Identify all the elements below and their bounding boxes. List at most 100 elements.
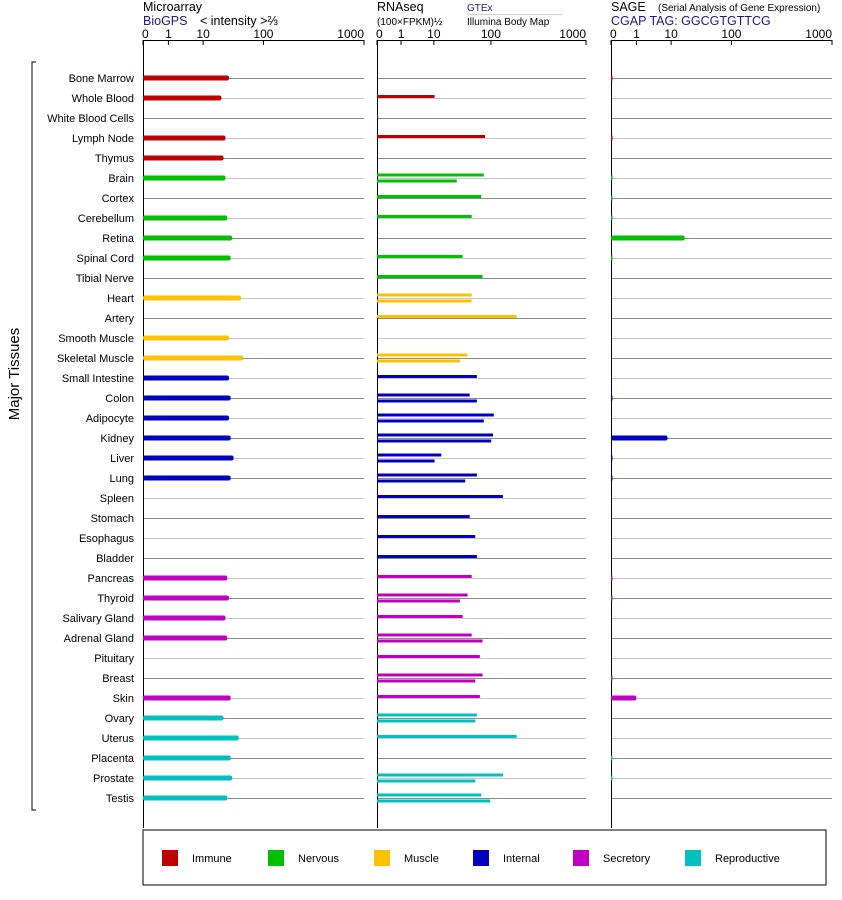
microarray-bar xyxy=(143,75,230,81)
rnaseq-bar xyxy=(377,439,492,443)
rnaseq-bar xyxy=(377,633,472,637)
microarray-bar xyxy=(143,355,244,361)
tissue-label: Liver xyxy=(110,453,134,465)
legend-label: Reproductive xyxy=(715,853,780,865)
tissue-label: Adrenal Gland xyxy=(64,633,134,645)
sage-bar xyxy=(611,455,613,461)
rnaseq-bar xyxy=(377,433,493,437)
microarray-bar xyxy=(143,335,230,341)
legend-swatch xyxy=(268,850,284,866)
tissue-label: Colon xyxy=(105,393,134,405)
sage-source-note: (Serial Analysis of Gene Expression) xyxy=(658,3,820,14)
rnaseq-bar xyxy=(377,673,483,677)
sage-tick-label: 1 xyxy=(633,27,640,41)
y-axis-title: Major Tissues xyxy=(6,328,23,421)
legend-label: Secretory xyxy=(603,853,651,865)
microarray-bar xyxy=(143,755,231,761)
rnaseq-bar xyxy=(377,735,517,738)
microarray-bar xyxy=(143,395,231,401)
tissue-label: Lymph Node xyxy=(72,133,134,145)
tissue-label: Salivary Gland xyxy=(62,613,134,625)
rnaseq-bar xyxy=(377,453,442,457)
sage-bar xyxy=(611,435,668,441)
legend-swatch xyxy=(573,850,589,866)
rnaseq-bar xyxy=(377,393,470,397)
tissue-label: Brain xyxy=(108,173,134,185)
rnaseq-bar xyxy=(377,459,435,463)
rnaseq-bar xyxy=(377,115,379,118)
sage-tick-label: 0 xyxy=(610,27,617,41)
microarray-bar xyxy=(143,595,230,601)
grid-layer xyxy=(143,78,832,799)
microarray-tick-label: 1 xyxy=(165,27,172,41)
microarray-bar xyxy=(143,735,239,741)
legend-swatch xyxy=(473,850,489,866)
rnaseq-title: RNAseq xyxy=(377,0,424,14)
microarray-source-link[interactable]: BioGPS xyxy=(143,14,187,28)
tissue-label: Small Intestine xyxy=(62,373,134,385)
microarray-bar xyxy=(143,775,233,781)
sage-axis: 0 1 10 100 1000 xyxy=(610,27,833,828)
microarray-unit: < intensity >⅔ xyxy=(200,14,278,28)
rnaseq-bar xyxy=(377,695,480,698)
tissue-label: Testis xyxy=(106,793,135,805)
legend-item: Reproductive xyxy=(685,850,780,866)
rnaseq-bar xyxy=(377,495,503,498)
tissue-label: Thymus xyxy=(95,153,135,165)
microarray-tick-label: 1000 xyxy=(337,27,364,41)
rnaseq-bar xyxy=(377,353,468,357)
tissue-label: Retina xyxy=(102,233,135,245)
rnaseq-bar xyxy=(377,293,472,297)
microarray-title: Microarray xyxy=(143,0,203,14)
sage-bar xyxy=(611,255,613,261)
sage-bar xyxy=(611,75,613,81)
microarray-bar xyxy=(143,155,224,161)
sage-bar xyxy=(611,675,613,681)
sage-bar xyxy=(611,135,613,141)
tissue-label: Adipocyte xyxy=(86,413,134,425)
sage-bar xyxy=(611,195,613,201)
rnaseq-bar xyxy=(377,479,466,483)
microarray-bar xyxy=(143,255,231,261)
tissue-label: Artery xyxy=(105,313,135,325)
microarray-bar xyxy=(143,295,242,301)
tissue-label: Spleen xyxy=(100,493,134,505)
rnaseq-bar xyxy=(377,173,484,177)
tissue-label: Whole Blood xyxy=(72,93,134,105)
rnaseq-axis: 0 1 10 100 1000 xyxy=(376,27,587,828)
rnaseq-tick-label: 10 xyxy=(427,27,441,41)
microarray-bar xyxy=(143,435,231,441)
legend-label: Muscle xyxy=(404,853,439,865)
rnaseq-bar xyxy=(377,655,480,658)
panel-header-sage: SAGE (Serial Analysis of Gene Expression… xyxy=(611,0,820,28)
sage-bar xyxy=(611,575,613,581)
rnaseq-bar xyxy=(377,555,477,558)
microarray-bar xyxy=(143,215,228,221)
rnaseq-bar xyxy=(377,413,494,417)
tissue-label: Cerebellum xyxy=(78,213,134,225)
legend-swatch xyxy=(162,850,178,866)
sage-tick-label: 100 xyxy=(721,27,741,41)
microarray-bar xyxy=(143,575,228,581)
rnaseq-source-link[interactable]: GTEx xyxy=(467,3,493,14)
rnaseq-bar xyxy=(377,575,472,578)
microarray-bar xyxy=(143,175,226,181)
sage-bar xyxy=(611,695,637,701)
rnaseq-bar xyxy=(377,639,483,643)
panel-header-rnaseq: RNAseq GTEx (100×FPKM)½ Illumina Body Ma… xyxy=(377,0,562,28)
sage-bar xyxy=(611,475,613,481)
legend: Immune Nervous Muscle Internal Secretory Repr… xyxy=(162,850,780,866)
panel-axes: 0 1 10 100 1000 0 1 10 100 1000 0 1 10 100 1000 xyxy=(142,27,833,828)
microarray-axis: 0 1 10 100 1000 xyxy=(142,27,365,828)
rnaseq-bar xyxy=(377,179,457,183)
microarray-bar xyxy=(143,795,228,801)
rnaseq-tick-label: 0 xyxy=(376,27,383,41)
rnaseq-bar xyxy=(377,95,435,98)
rnaseq-source-note: Illumina Body Map xyxy=(467,17,550,28)
tissue-label: Esophagus xyxy=(79,533,135,545)
sage-source-link[interactable]: CGAP TAG: GGCGTGTTCG xyxy=(611,14,771,28)
tissue-label: Thyroid xyxy=(97,593,134,605)
rnaseq-tick-label: 1000 xyxy=(559,27,586,41)
rnaseq-bar xyxy=(377,713,477,717)
